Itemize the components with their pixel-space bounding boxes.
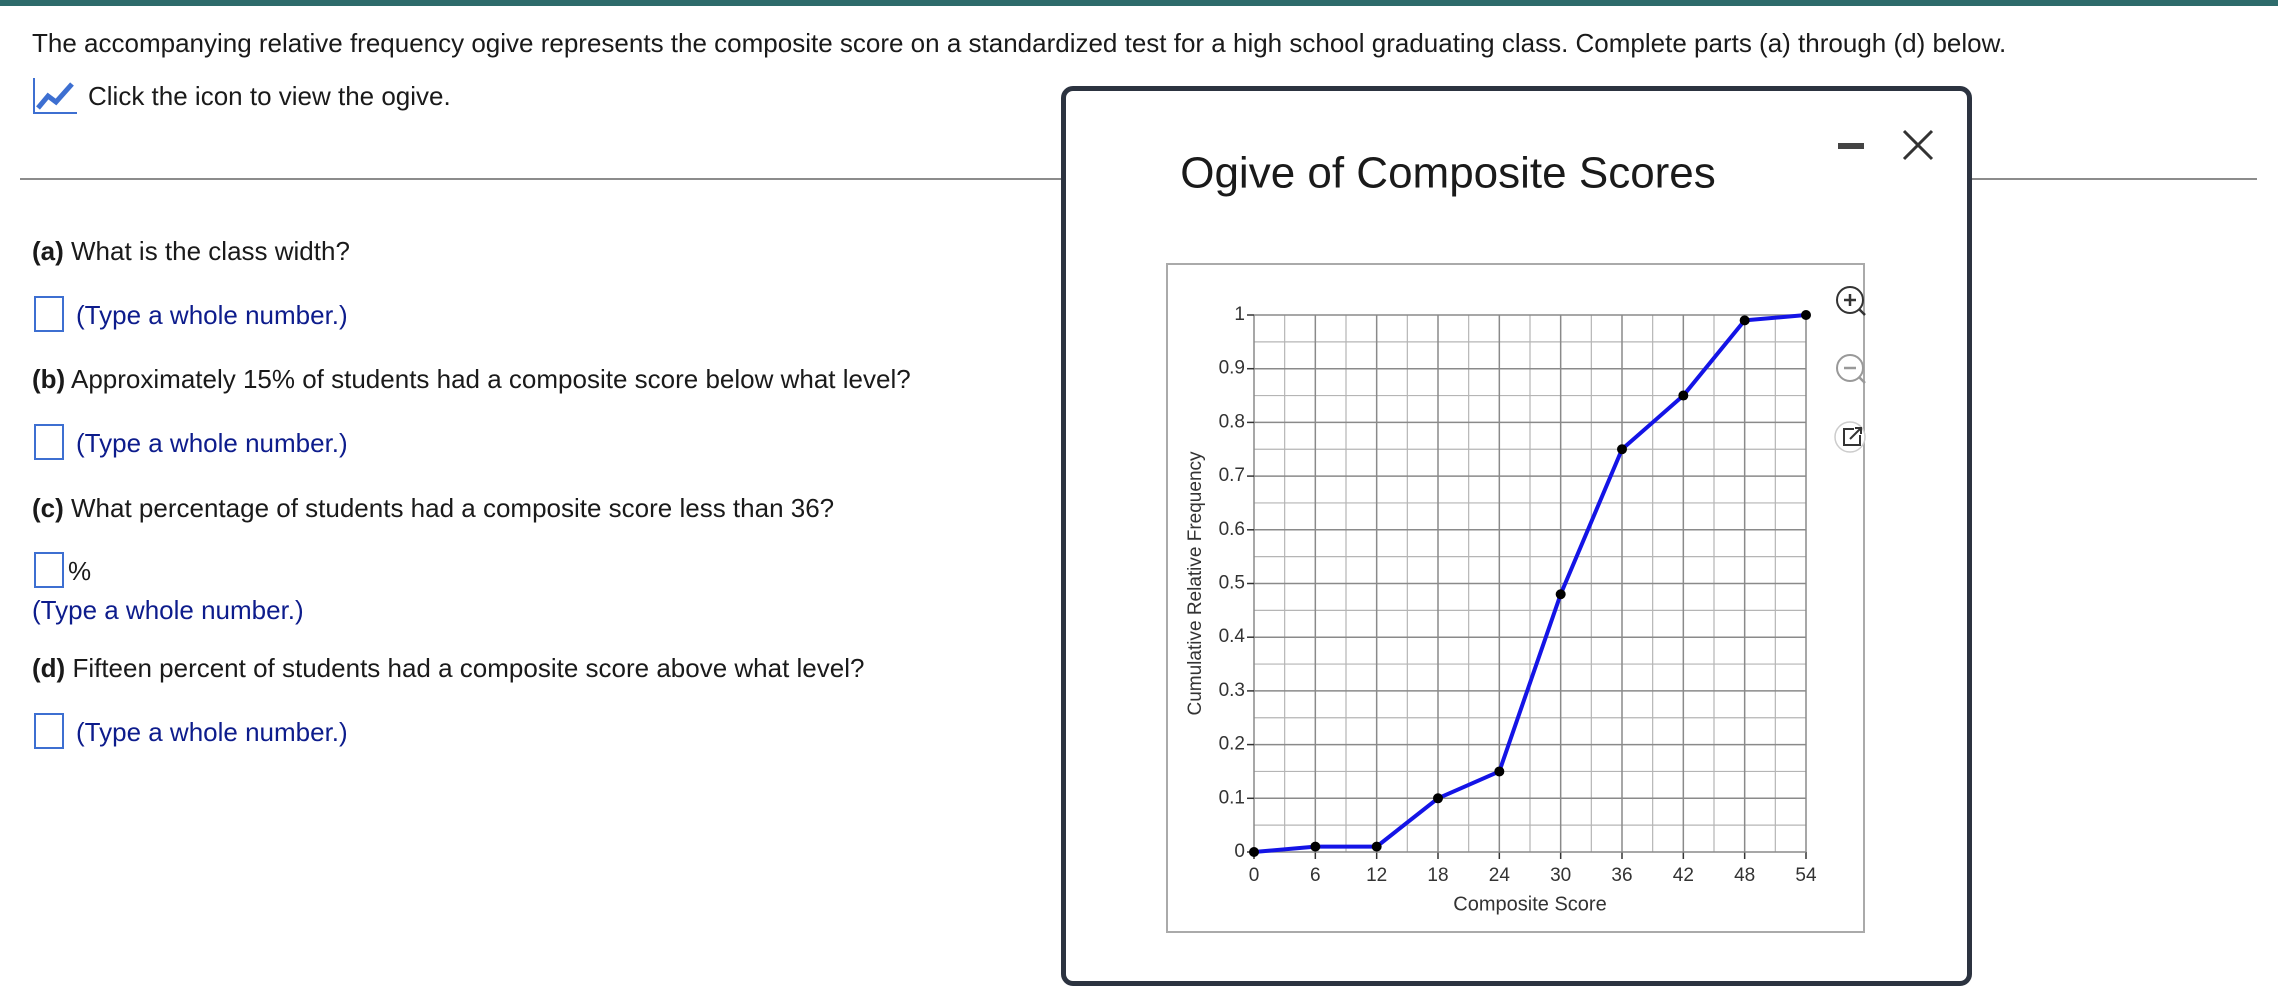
data-point <box>1555 589 1566 600</box>
y-tick-label: 0.1 <box>1219 787 1245 808</box>
ogive-popup: Ogive of Composite Scores 0 6 12 18 24 30 36 42… <box>1061 86 1972 986</box>
x-tick-label: 42 <box>1673 865 1694 886</box>
hint: (Type a whole number.) <box>32 595 304 625</box>
data-point <box>1249 847 1259 857</box>
x-tick-label: 36 <box>1611 865 1632 886</box>
question-label: (d) <box>32 653 66 683</box>
question-text: Fifteen percent of students had a compos… <box>72 653 865 683</box>
x-tick-label: 24 <box>1489 865 1511 886</box>
x-tick-label: 18 <box>1427 865 1448 886</box>
x-tick-label: 48 <box>1734 865 1755 886</box>
y-tick-label: 0 <box>1234 841 1245 862</box>
question-text: What is the class width? <box>71 236 350 266</box>
y-tick-label: 0.2 <box>1219 734 1245 755</box>
data-point <box>1310 841 1321 852</box>
x-tick-label: 0 <box>1249 865 1260 886</box>
data-point <box>1371 841 1382 852</box>
x-tick-label: 12 <box>1366 865 1387 886</box>
question-text: Approximately 15% of students had a comp… <box>71 364 911 394</box>
question-label: (c) <box>32 493 64 523</box>
question-label: (b) <box>32 364 66 394</box>
open-external[interactable] <box>1834 421 1866 453</box>
x-axis-title: Composite Score <box>1453 893 1606 915</box>
zoom-out[interactable] <box>1836 354 1866 384</box>
y-tick-label: 1 <box>1234 304 1245 325</box>
chart-icon <box>33 78 77 114</box>
top-bar <box>0 0 2278 6</box>
zoom-in[interactable] <box>1836 286 1866 316</box>
hint: (Type a whole number.) <box>76 717 348 747</box>
data-point <box>1617 444 1627 455</box>
question-text: What percentage of students had a compos… <box>71 493 835 523</box>
question: (b) Approximately 15% of students had a … <box>32 364 911 395</box>
x-tick-label: 30 <box>1550 865 1571 886</box>
y-tick-label: 0.6 <box>1219 519 1245 540</box>
chart: Ogive of Composite Scores 0 6 12 18 24 30 36 42… <box>1166 129 1934 933</box>
y-axis-title: Cumulative Relative Frequency <box>1185 451 1206 716</box>
answer-input[interactable] <box>34 296 64 332</box>
hint: (Type a whole number.) <box>76 428 348 458</box>
question-label: (a) <box>32 236 64 266</box>
data-point <box>1433 793 1443 804</box>
x-tick-label: 6 <box>1310 865 1321 886</box>
question: (a) What is the class width? <box>32 236 350 267</box>
ogive-link[interactable]: Click the icon to view the ogive. <box>32 76 451 116</box>
data-point <box>1494 766 1505 777</box>
question: (c) What percentage of students had a co… <box>32 493 834 524</box>
chart-frame <box>1166 263 1865 933</box>
ogive-line <box>1253 313 1807 854</box>
y-tick-label: 0.8 <box>1219 411 1245 432</box>
close-button[interactable] <box>1902 129 1934 161</box>
y-tick-label: 0.9 <box>1219 358 1245 379</box>
x-tick-label: 54 <box>1795 865 1817 886</box>
intro: The accompanying relative frequency ogiv… <box>32 28 2007 58</box>
minimize-button[interactable] <box>1838 143 1864 149</box>
answer-input[interactable] <box>34 552 64 588</box>
y-tick-label: 0.7 <box>1219 465 1245 486</box>
data-point <box>1678 390 1689 401</box>
y-tick-label: 0.3 <box>1219 680 1245 701</box>
unit: % <box>68 556 92 586</box>
hint: (Type a whole number.) <box>76 300 348 330</box>
question: (d) Fifteen percent of students had a co… <box>32 653 864 684</box>
y-tick-label: 0.5 <box>1219 573 1245 594</box>
chart-title: Ogive of Composite Scores <box>1180 149 1716 198</box>
data-point <box>1739 315 1750 326</box>
link-text: Click the icon to view the ogive. <box>88 80 451 111</box>
answer-input[interactable] <box>34 713 64 749</box>
data-point <box>1801 310 1811 320</box>
y-tick-label: 0.4 <box>1219 626 1246 647</box>
answer-input[interactable] <box>34 424 64 460</box>
